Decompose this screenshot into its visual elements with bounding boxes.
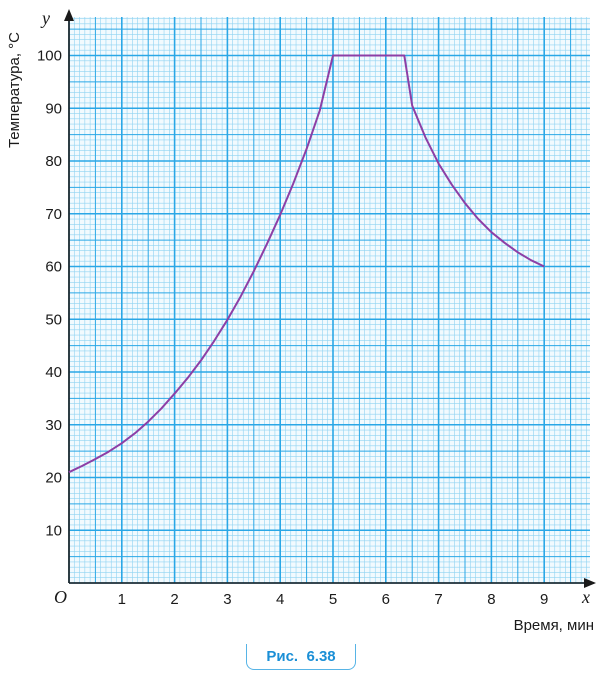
x-tick-label: 6 <box>382 591 390 608</box>
y-axis-variable: y <box>40 8 50 28</box>
x-tick-label: 7 <box>434 591 442 608</box>
axes <box>64 9 596 588</box>
figure-caption-label: Рис. <box>266 648 299 665</box>
temperature-series-line <box>68 54 545 474</box>
y-tick-label: 60 <box>45 259 62 276</box>
origin-label: O <box>54 587 67 607</box>
plot-background <box>69 17 590 583</box>
x-axis-title: Время, мин <box>514 617 594 634</box>
y-axis-title: Температура, °C <box>6 32 23 148</box>
y-tick-label: 70 <box>45 206 62 223</box>
x-tick-label: 5 <box>329 591 337 608</box>
y-tick-label: 90 <box>45 100 62 117</box>
minor-grid <box>69 17 590 583</box>
y-tick-label: 20 <box>45 470 62 487</box>
x-tick-labels: 1 2 3 4 5 6 7 8 9 <box>118 591 549 608</box>
y-axis-arrow <box>64 9 74 21</box>
y-tick-label: 40 <box>45 364 62 381</box>
figure-caption: Рис. 6.38 <box>246 644 356 670</box>
x-axis-variable: x <box>581 587 590 607</box>
y-tick-label: 10 <box>45 522 62 539</box>
y-tick-label: 80 <box>45 153 62 170</box>
x-tick-label: 9 <box>540 591 548 608</box>
x-tick-label: 4 <box>276 591 284 608</box>
x-axis-arrow <box>584 578 596 588</box>
figure-caption-number: 6.38 <box>306 648 336 665</box>
x-tick-label: 8 <box>487 591 495 608</box>
x-tick-label: 3 <box>223 591 231 608</box>
x-tick-label: 2 <box>170 591 178 608</box>
y-tick-label: 50 <box>45 311 62 328</box>
y-tick-labels: 10 20 30 40 50 60 70 80 90 100 <box>37 48 62 540</box>
y-tick-label: 100 <box>37 48 62 65</box>
mid-grid <box>69 17 590 583</box>
y-tick-label: 30 <box>45 417 62 434</box>
x-tick-label: 1 <box>118 591 126 608</box>
